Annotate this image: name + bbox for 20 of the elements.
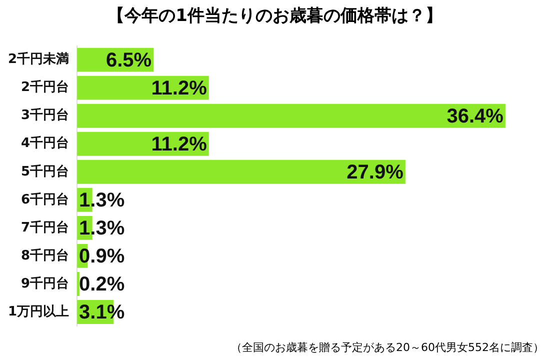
y-tick-label: 4千円台 xyxy=(21,135,70,152)
data-label: 36.4% xyxy=(446,105,504,128)
bar xyxy=(77,104,506,128)
text: （全国のお歳暮を贈る予定がある20～60代男女552名に調査） xyxy=(231,340,544,355)
y-tick-label: 2千円台 xyxy=(21,79,70,96)
data-label: 6.5% xyxy=(106,49,152,72)
chart-title: 【今年の1件当たりのお歳暮の価格帯は？】 xyxy=(106,5,444,27)
y-tick-label: 5千円台 xyxy=(21,163,70,180)
bar xyxy=(77,160,406,184)
y-tick-label: 6千円台 xyxy=(21,191,70,208)
data-label: 0.2% xyxy=(79,273,125,296)
data-label: 27.9% xyxy=(346,161,404,184)
y-tick-label: 2千円未満 xyxy=(8,51,70,68)
y-tick-label: 8千円台 xyxy=(21,247,70,264)
y-tick-label: 9千円台 xyxy=(21,275,70,292)
y-tick-label: 1万円以上 xyxy=(8,304,70,320)
y-tick-label: 3千円台 xyxy=(21,107,70,124)
y-tick-label: 7千円台 xyxy=(21,219,70,236)
data-label: 11.2% xyxy=(151,133,208,156)
data-label: 11.2% xyxy=(151,77,208,100)
